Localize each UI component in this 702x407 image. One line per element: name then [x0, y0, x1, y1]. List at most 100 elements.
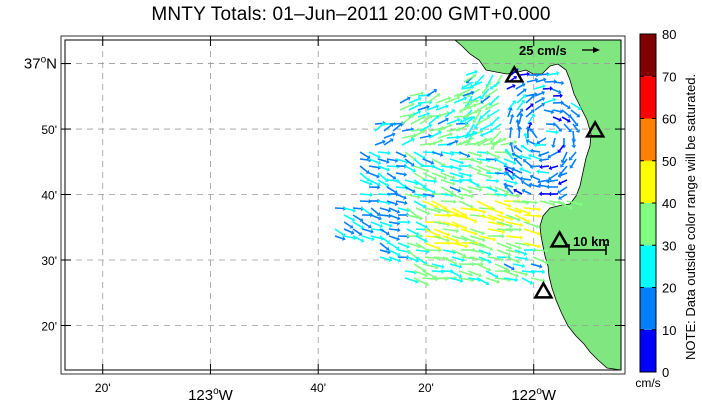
current-vector-head: [460, 278, 464, 283]
current-vector-head: [367, 224, 372, 229]
current-vector: [552, 109, 561, 113]
current-vector-head: [404, 200, 408, 206]
current-vector-head: [510, 216, 514, 221]
current-vector: [496, 249, 509, 256]
lat-label: 37oN: [24, 55, 57, 73]
current-vector-head: [426, 104, 430, 110]
current-vector-head: [546, 184, 549, 190]
current-vector: [465, 71, 476, 76]
current-vector: [399, 113, 414, 118]
current-vector: [406, 242, 419, 247]
current-vector: [530, 130, 538, 139]
current-vector: [464, 142, 478, 146]
current-vector-head: [521, 82, 526, 88]
current-vector: [426, 90, 436, 97]
current-vector-head: [451, 175, 456, 180]
current-vector: [472, 81, 483, 87]
colorbar-segment: [640, 329, 656, 372]
current-vector: [449, 270, 460, 277]
current-vector: [476, 151, 487, 154]
current-vector-head: [525, 139, 530, 144]
current-vector-head: [463, 225, 468, 231]
current-vector-head: [517, 126, 522, 130]
current-vector-head: [463, 96, 468, 101]
current-vector-head: [387, 249, 391, 255]
map-title: MNTY Totals: 01–Jun–2011 20:00 GMT+0.000: [151, 4, 551, 25]
current-vector: [512, 263, 523, 267]
current-vector: [383, 139, 392, 146]
current-vector: [469, 207, 484, 213]
current-vector-head: [485, 281, 490, 286]
current-vector-head: [424, 224, 428, 229]
reference-vector: 25 cm/s: [519, 43, 600, 58]
current-vector-head: [557, 189, 561, 194]
current-vector-head: [566, 105, 571, 110]
current-vector: [343, 235, 354, 239]
current-vector: [523, 190, 532, 195]
current-vector: [464, 117, 474, 125]
current-vector-head: [537, 206, 541, 212]
current-vector-head: [548, 191, 552, 197]
current-vector: [519, 73, 528, 76]
current-vector: [413, 193, 424, 197]
current-vector-head: [386, 159, 390, 164]
current-vector-head: [557, 149, 562, 153]
current-vector: [557, 200, 571, 209]
current-vector: [424, 242, 439, 250]
current-vector-head: [477, 168, 482, 173]
current-vector-head: [488, 101, 493, 106]
current-vector-head: [417, 194, 421, 200]
current-vector: [485, 277, 498, 283]
current-vector-head: [351, 217, 356, 222]
current-vector-head: [475, 98, 480, 104]
current-vector: [451, 221, 466, 229]
current-vector-head: [519, 108, 524, 113]
current-vector: [525, 93, 535, 97]
current-vector: [490, 95, 500, 105]
current-vector-head: [496, 154, 501, 160]
current-vector: [462, 104, 475, 111]
current-vector: [562, 151, 568, 161]
current-vector-head: [519, 235, 524, 240]
current-vector-head: [557, 89, 562, 95]
current-vector: [413, 200, 425, 208]
colorbar-tick-label: 0: [662, 365, 669, 380]
current-vector: [535, 79, 544, 83]
current-vector-head: [470, 193, 475, 199]
current-vector: [442, 228, 457, 232]
current-vector: [449, 165, 460, 170]
current-vector-head: [556, 71, 560, 76]
current-vector: [523, 228, 539, 235]
current-vector-head: [470, 84, 475, 90]
colorbar-segment: [640, 203, 656, 246]
current-vector: [399, 103, 413, 111]
current-vector: [469, 249, 483, 254]
current-vector: [487, 228, 503, 233]
current-vector-head: [396, 209, 401, 214]
current-vector: [494, 172, 505, 175]
current-vector-head: [538, 191, 542, 197]
current-vector: [485, 186, 496, 192]
current-vector-head: [443, 175, 448, 181]
current-vector-head: [526, 71, 531, 77]
current-vector: [478, 214, 494, 221]
current-vector: [478, 249, 489, 255]
current-vector-head: [529, 148, 534, 154]
current-vector: [415, 249, 427, 253]
current-vector: [458, 277, 472, 281]
current-vector-head: [511, 266, 515, 271]
current-vector: [428, 140, 441, 146]
current-vector-head: [518, 209, 523, 215]
current-vector-head: [445, 117, 449, 122]
current-vector-head: [435, 104, 440, 109]
current-vector: [458, 88, 472, 96]
current-vector-head: [389, 123, 394, 128]
current-vector: [374, 123, 384, 132]
current-vector: [413, 179, 424, 187]
current-vector: [419, 135, 429, 139]
current-vector-head: [457, 117, 461, 123]
current-vector: [460, 256, 473, 260]
current-vector: [516, 110, 522, 118]
current-vector-head: [440, 168, 445, 173]
